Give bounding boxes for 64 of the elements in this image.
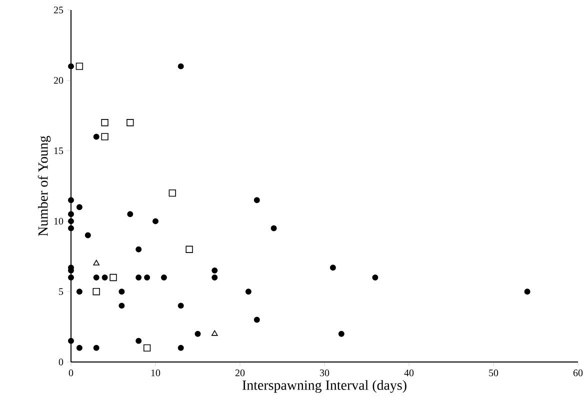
- point: [92, 288, 100, 296]
- point: [270, 225, 277, 232]
- x-tick-label: 30: [320, 370, 330, 376]
- point: [372, 274, 378, 281]
- point: [186, 246, 193, 253]
- point: [524, 288, 530, 295]
- point: [245, 288, 252, 295]
- point: [68, 338, 74, 344]
- point: [110, 274, 117, 282]
- point: [254, 197, 260, 204]
- point: [211, 330, 218, 336]
- point: [127, 211, 134, 218]
- point: [178, 344, 184, 351]
- point: [254, 316, 260, 323]
- point: [68, 225, 74, 232]
- point: [118, 302, 125, 309]
- x-tick-label: 10: [151, 370, 160, 376]
- point: [68, 218, 74, 224]
- point: [68, 274, 74, 281]
- point: [93, 274, 100, 281]
- point: [126, 119, 134, 126]
- point: [76, 288, 82, 295]
- point: [194, 330, 201, 337]
- point: [93, 344, 100, 351]
- point: [338, 330, 344, 337]
- x-tick-label: 0: [68, 370, 74, 376]
- point: [118, 288, 125, 295]
- y-tick-label: 5: [59, 288, 64, 295]
- x-axis-title: Interspawning Interval (days): [242, 380, 406, 393]
- point: [136, 246, 142, 252]
- point: [84, 232, 91, 238]
- point: [68, 211, 74, 218]
- x-tick-label: 40: [404, 370, 414, 376]
- y-axis-title: Number of Young: [38, 136, 51, 236]
- point: [178, 302, 184, 309]
- y-tick-label: 0: [58, 358, 64, 366]
- point: [76, 344, 82, 351]
- point: [178, 63, 184, 70]
- point: [152, 218, 158, 224]
- point: [212, 267, 218, 274]
- x-tick-label: 20: [235, 370, 245, 376]
- point: [144, 274, 150, 281]
- y-tick-label: 10: [54, 218, 64, 225]
- point: [76, 62, 84, 70]
- point: [330, 264, 336, 271]
- point: [76, 204, 82, 210]
- point: [93, 260, 100, 266]
- point: [168, 189, 176, 197]
- point: [102, 274, 108, 281]
- point: [68, 63, 74, 70]
- y-tick-label: 25: [54, 6, 64, 14]
- point: [143, 344, 151, 352]
- x-tick-label: 60: [573, 370, 583, 376]
- point: [68, 197, 74, 204]
- x-tick-label: 50: [489, 370, 498, 376]
- point: [136, 274, 142, 281]
- point: [212, 274, 218, 281]
- point: [101, 119, 108, 126]
- y-tick-label: 15: [54, 147, 64, 154]
- point: [136, 338, 142, 344]
- point: [101, 133, 108, 140]
- point: [160, 274, 167, 281]
- point: [93, 134, 100, 140]
- y-tick-label: 20: [54, 77, 64, 84]
